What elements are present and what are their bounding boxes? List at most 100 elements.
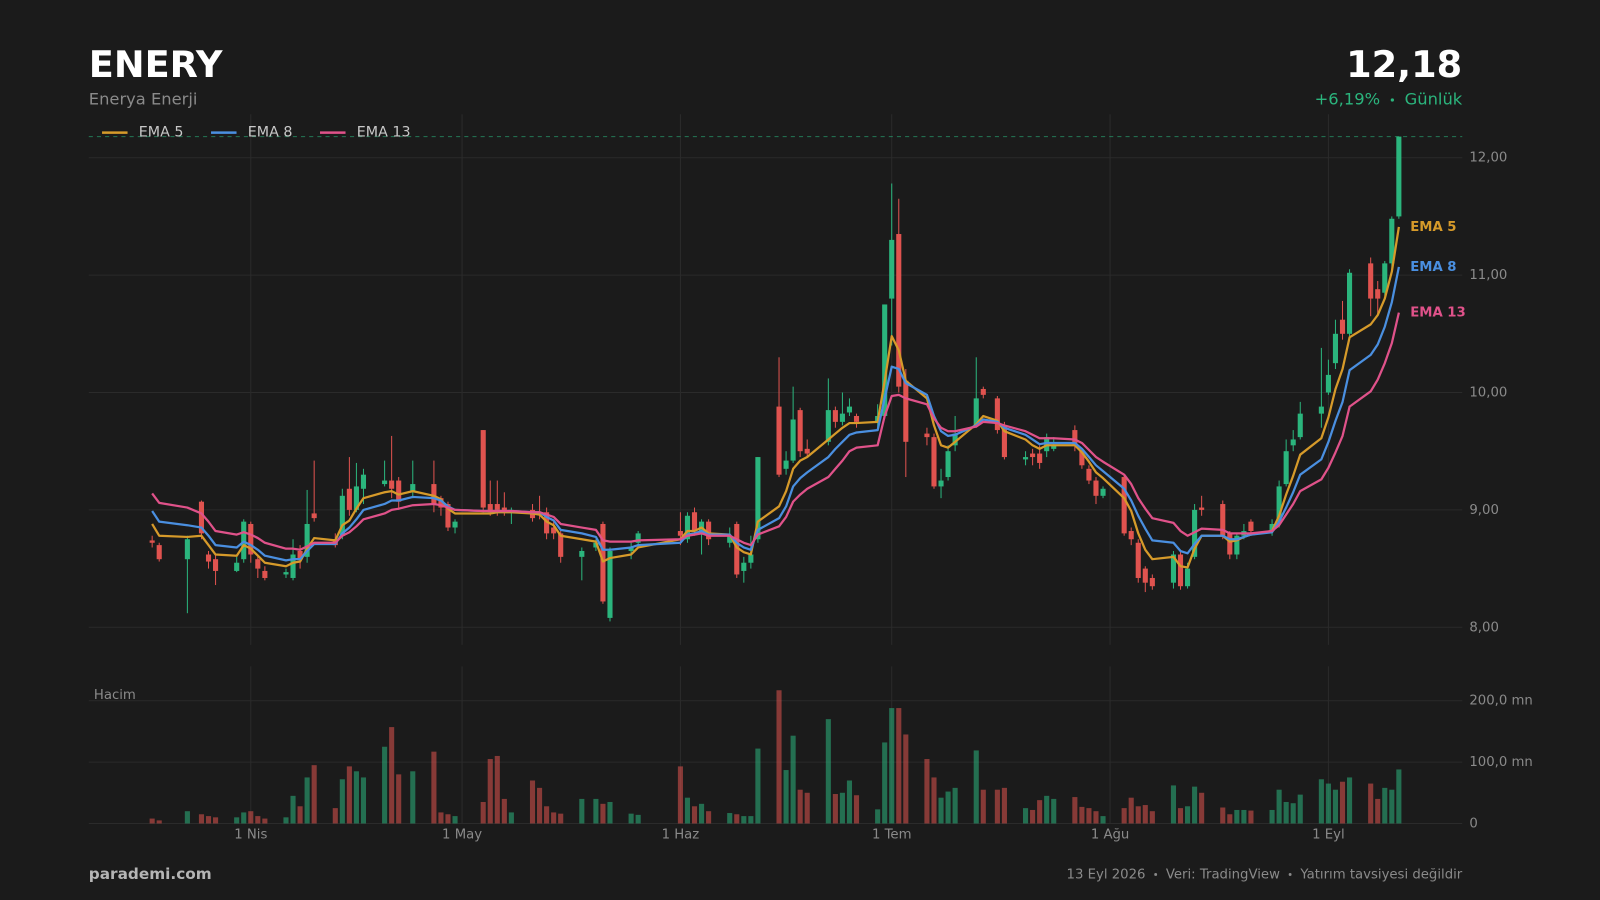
volume-tick-label: 0 <box>1469 816 1477 831</box>
volume-bar <box>1283 801 1289 824</box>
candle-body <box>234 562 240 571</box>
volume-bar <box>1248 810 1254 824</box>
source: Veri: TradingView <box>1166 867 1280 882</box>
candle-body <box>297 550 303 560</box>
candle-body <box>593 542 599 548</box>
volume-bar <box>1332 789 1339 824</box>
legend-label: EMA 8 <box>248 125 293 141</box>
candle-body <box>1030 453 1036 458</box>
candle-body <box>741 562 747 571</box>
candle-body <box>283 572 289 575</box>
volume-bar <box>551 812 557 824</box>
volume-bar <box>1128 797 1134 824</box>
volume-bar <box>1220 807 1226 824</box>
volume-bar <box>973 750 979 824</box>
volume-label: Hacim <box>94 688 136 703</box>
volume-bar <box>1001 787 1007 824</box>
candle-body <box>1044 437 1050 452</box>
volume-bar <box>1396 769 1402 824</box>
candle-body <box>727 535 733 543</box>
candle-body <box>635 533 641 543</box>
candle-body <box>691 512 698 532</box>
volume-bar <box>1086 808 1092 824</box>
volume-bar <box>635 814 641 824</box>
candle-body <box>184 539 190 560</box>
volume-bar <box>994 789 1000 824</box>
candle-body <box>1220 504 1226 536</box>
volume-bar <box>396 774 402 824</box>
x-tick-label: 1 May <box>442 828 482 843</box>
ema-end-label: EMA 8 <box>1410 260 1456 275</box>
volume-bar <box>931 777 937 824</box>
volume-bar <box>487 759 493 824</box>
candle-body <box>1346 272 1353 334</box>
candle-body <box>1332 333 1339 364</box>
volume-bar <box>804 792 810 824</box>
volume-bar <box>727 813 733 824</box>
change: +6,19% <box>1315 90 1381 109</box>
volume-bar <box>544 806 550 824</box>
volume-bar <box>896 708 902 824</box>
volume-bar <box>1241 809 1247 824</box>
candle-body <box>1297 413 1303 438</box>
volume-bar <box>494 755 500 824</box>
candle-body <box>1100 488 1106 496</box>
separator <box>1154 873 1158 876</box>
candle-body <box>480 430 486 508</box>
volume-bar <box>882 742 888 824</box>
candle-body <box>896 234 902 387</box>
volume-bar <box>445 814 451 824</box>
candle-body <box>248 523 254 555</box>
volume-bar <box>1290 803 1296 824</box>
candle-body <box>882 304 888 416</box>
volume-bar <box>290 795 296 824</box>
candle-body <box>1149 577 1155 587</box>
volume-bar <box>156 820 162 824</box>
volume-bar <box>741 816 747 824</box>
candle-body <box>551 527 557 534</box>
candle-body <box>1185 568 1191 587</box>
candle-body <box>1199 507 1205 510</box>
company-name: Enerya Enerji <box>89 90 198 109</box>
legend-label: EMA 13 <box>357 125 411 141</box>
candle-body <box>846 406 853 413</box>
candle-body <box>290 554 296 578</box>
volume-bar <box>297 806 303 824</box>
volume-bar <box>776 690 782 824</box>
volume-bar <box>607 801 613 824</box>
candle-body <box>255 559 261 569</box>
candle-body <box>903 380 909 442</box>
volume-bar <box>184 811 190 824</box>
volume-bar <box>283 817 289 824</box>
candle-body <box>790 419 796 461</box>
candle-body <box>558 533 564 557</box>
volume-bar <box>1325 783 1331 824</box>
volume-bar <box>1149 811 1155 824</box>
candle-body <box>579 550 585 557</box>
candle-body <box>1079 451 1085 466</box>
candle-body <box>825 410 831 442</box>
candle-body <box>1121 477 1127 534</box>
candle-body <box>1001 425 1007 458</box>
ema-end-label: EMA 13 <box>1410 306 1466 321</box>
candle-body <box>1375 289 1381 299</box>
volume-bar <box>875 809 881 824</box>
volume-bar <box>262 818 268 824</box>
volume-bar <box>628 813 634 824</box>
volume-bar <box>431 751 437 824</box>
volume-bar <box>1318 779 1324 824</box>
volume-bar <box>790 735 796 824</box>
candle-body <box>1339 319 1346 334</box>
candle-body <box>1170 554 1177 583</box>
volume-bar <box>360 777 367 824</box>
price: 12,18 <box>1346 43 1462 86</box>
candle-body <box>339 495 345 536</box>
volume-bar <box>1185 806 1191 824</box>
volume-bar <box>1177 808 1184 824</box>
separator <box>1390 98 1394 102</box>
volume-bar <box>508 812 514 824</box>
candle-body <box>241 521 247 560</box>
x-tick-label: 1 Nis <box>234 828 267 843</box>
